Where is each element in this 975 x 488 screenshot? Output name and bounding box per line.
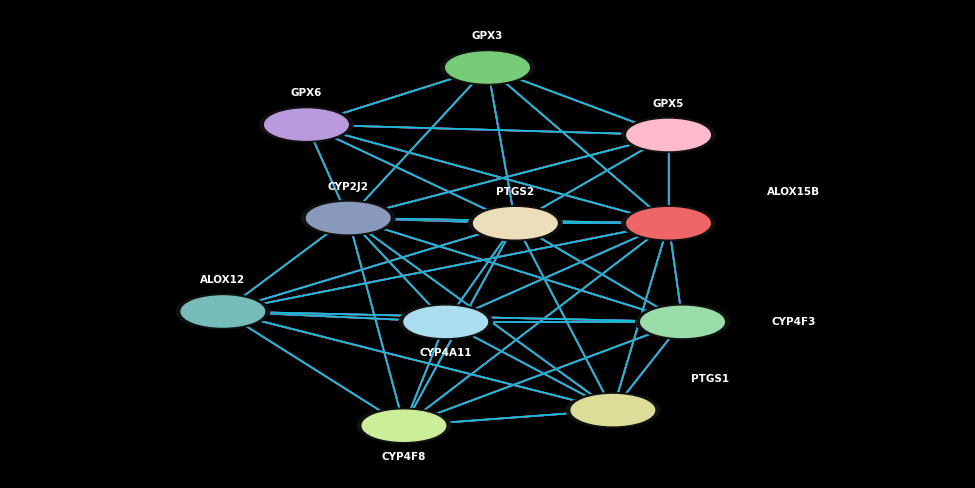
Circle shape (404, 306, 488, 337)
Circle shape (441, 50, 534, 85)
Text: CYP4F3: CYP4F3 (772, 317, 816, 327)
Circle shape (362, 410, 446, 441)
Text: PTGS1: PTGS1 (691, 374, 729, 384)
Circle shape (636, 305, 729, 339)
Circle shape (627, 120, 711, 151)
Circle shape (627, 208, 711, 239)
Circle shape (622, 118, 716, 152)
Circle shape (571, 395, 654, 426)
Circle shape (566, 393, 660, 427)
Text: GPX5: GPX5 (653, 99, 684, 109)
Circle shape (259, 107, 353, 142)
Circle shape (264, 109, 348, 140)
Text: PTGS2: PTGS2 (496, 187, 534, 197)
Circle shape (176, 294, 270, 329)
Circle shape (301, 201, 395, 236)
Circle shape (181, 296, 264, 327)
Circle shape (446, 52, 529, 83)
Circle shape (399, 305, 492, 339)
Text: ALOX12: ALOX12 (200, 275, 246, 285)
Text: ALOX15B: ALOX15B (767, 187, 821, 197)
Text: CYP4A11: CYP4A11 (419, 348, 472, 358)
Circle shape (306, 203, 390, 234)
Text: CYP2J2: CYP2J2 (328, 182, 369, 192)
Circle shape (622, 206, 716, 241)
Circle shape (357, 408, 450, 443)
Text: CYP4F8: CYP4F8 (382, 452, 426, 462)
Circle shape (641, 306, 724, 337)
Circle shape (469, 206, 563, 241)
Text: GPX3: GPX3 (472, 31, 503, 41)
Text: GPX6: GPX6 (291, 88, 322, 99)
Circle shape (474, 208, 557, 239)
